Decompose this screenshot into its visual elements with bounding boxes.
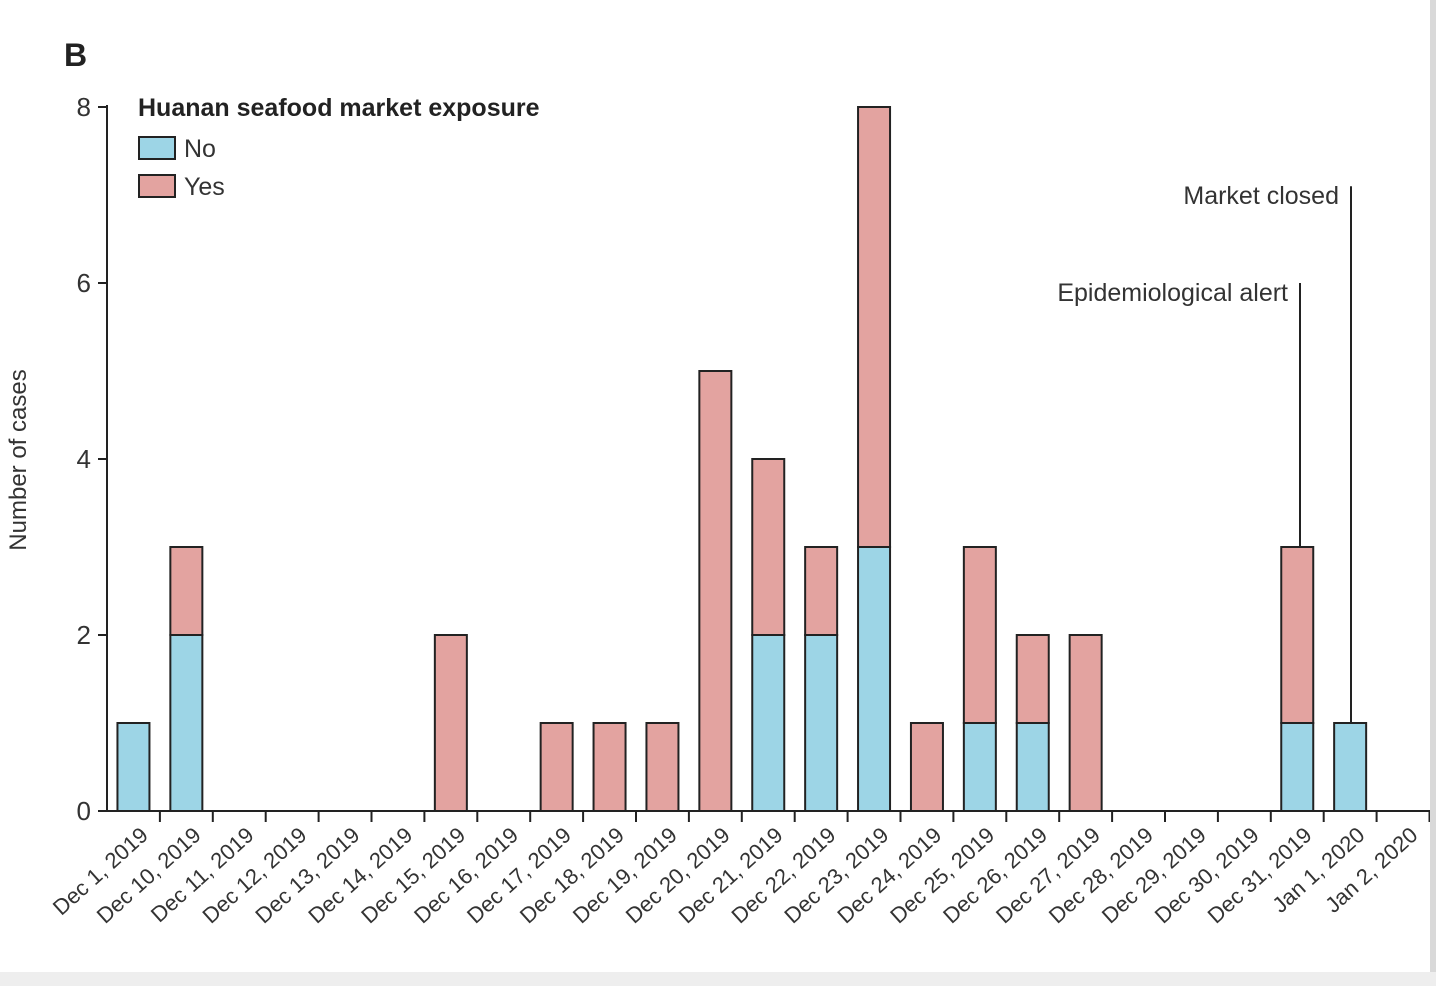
bar-segment-no [857, 546, 892, 812]
bar-segment-no [962, 722, 997, 812]
legend-label-yes: Yes [184, 173, 225, 201]
bar-segment-yes [539, 722, 574, 812]
bar-segment-yes [804, 546, 839, 636]
bar-segment-no [1333, 722, 1368, 812]
y-tick-label: 2 [77, 620, 91, 650]
y-tick-label: 0 [77, 796, 91, 826]
legend-label-no: No [184, 135, 216, 163]
bar-segment-yes [1068, 634, 1103, 812]
annotation-label: Epidemiological alert [1057, 279, 1288, 307]
bar-segment-yes [962, 546, 997, 724]
y-tick-label: 4 [77, 444, 91, 474]
bar-segment-no [751, 634, 786, 812]
legend-title: Huanan seafood market exposure [138, 94, 540, 122]
bar-segment-no [169, 634, 204, 812]
bar-segment-yes [698, 370, 733, 812]
y-tick-label: 8 [77, 92, 91, 122]
bar-segment-yes [751, 458, 786, 636]
bars-group [116, 106, 1368, 812]
bar-segment-yes [169, 546, 204, 636]
annotation-label: Market closed [1183, 182, 1339, 210]
bar-segment-yes [592, 722, 627, 812]
bar-segment-yes [909, 722, 944, 812]
bar-segment-no [1280, 722, 1315, 812]
annotations-group: Epidemiological alert Market closed [1057, 182, 1352, 723]
bar-segment-yes [645, 722, 680, 812]
frame-edge-right [1430, 0, 1436, 986]
bar-segment-no [1015, 722, 1050, 812]
panel-label: B [64, 37, 87, 73]
bar-segment-yes [1280, 546, 1315, 724]
legend-swatch-yes [138, 174, 176, 198]
legend-group: Huanan seafood market exposure No Yes [138, 94, 540, 201]
frame-edge-bottom [0, 972, 1436, 986]
bar-segment-no [804, 634, 839, 812]
y-tick-label: 6 [77, 268, 91, 298]
legend-swatch-no [138, 136, 176, 160]
bar-segment-yes [1015, 634, 1050, 724]
bar-segment-no [116, 722, 151, 812]
y-axis-label: Number of cases [5, 369, 32, 550]
bar-segment-yes [433, 634, 468, 812]
bar-segment-yes [857, 106, 892, 548]
